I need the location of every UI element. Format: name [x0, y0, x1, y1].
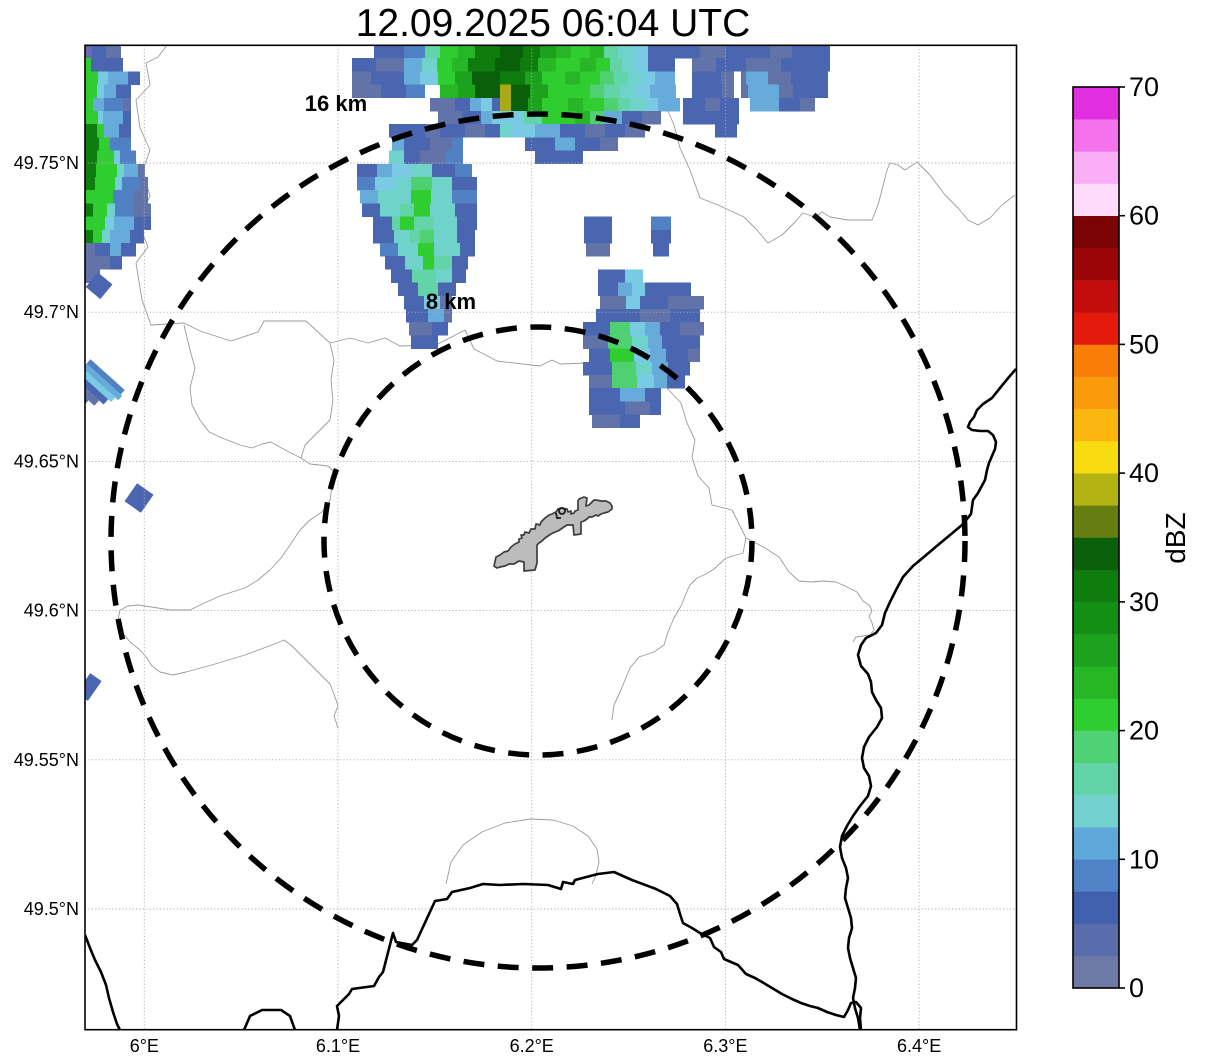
svg-text:49.75°N: 49.75°N — [14, 153, 79, 173]
svg-text:6°E: 6°E — [130, 1036, 159, 1056]
svg-text:6.3°E: 6.3°E — [703, 1036, 747, 1056]
svg-text:dBZ: dBZ — [1160, 512, 1191, 563]
svg-text:70: 70 — [1129, 72, 1159, 102]
svg-text:6.2°E: 6.2°E — [510, 1036, 554, 1056]
svg-text:8 km: 8 km — [426, 289, 476, 314]
svg-text:30: 30 — [1129, 587, 1159, 617]
svg-text:20: 20 — [1129, 716, 1159, 746]
svg-text:6.1°E: 6.1°E — [316, 1036, 360, 1056]
svg-text:49.6°N: 49.6°N — [24, 601, 79, 621]
svg-text:49.7°N: 49.7°N — [24, 302, 79, 322]
svg-text:6.4°E: 6.4°E — [897, 1036, 941, 1056]
svg-text:16 km: 16 km — [305, 91, 367, 116]
svg-text:12.09.2025 06:04 UTC: 12.09.2025 06:04 UTC — [356, 2, 751, 45]
svg-text:49.5°N: 49.5°N — [24, 899, 79, 919]
svg-text:10: 10 — [1129, 844, 1159, 874]
svg-text:40: 40 — [1129, 458, 1159, 488]
svg-text:49.65°N: 49.65°N — [14, 451, 79, 471]
svg-text:0: 0 — [1129, 973, 1144, 1003]
svg-text:50: 50 — [1129, 329, 1159, 359]
svg-text:49.55°N: 49.55°N — [14, 750, 79, 770]
svg-text:60: 60 — [1129, 201, 1159, 231]
